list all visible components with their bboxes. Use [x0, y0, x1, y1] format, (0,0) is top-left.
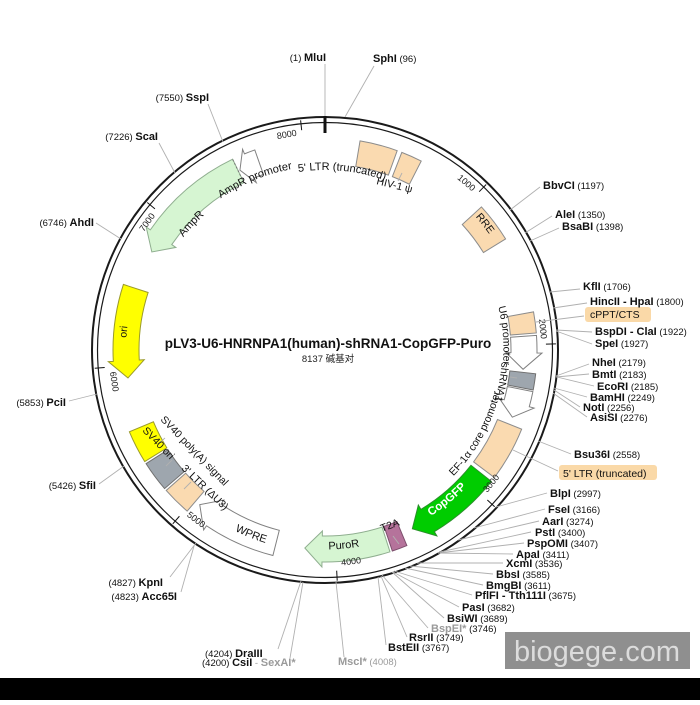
feature-label-ori: ori	[117, 325, 130, 338]
site-line-BamHI	[554, 388, 587, 397]
site-label-KpnI: (4827) KpnI	[108, 577, 163, 589]
site-label-SspI: (7550) SspI	[156, 92, 209, 104]
site-line-Acc65I	[181, 546, 194, 592]
site-line-PspOMI	[438, 543, 524, 553]
site-line-Bsu36I	[538, 441, 571, 454]
feature-cppt	[508, 312, 536, 335]
site-label-SphI: SphI (96)	[373, 53, 416, 65]
site-line-MscI	[336, 582, 344, 657]
site-line-HincII	[553, 303, 587, 308]
site-line-AleI	[525, 216, 552, 233]
site-line-EcoRI	[557, 377, 594, 386]
tick-8000	[301, 120, 302, 130]
site-label-PciI: (5853) PciI	[16, 397, 66, 409]
plasmid-size-label: 8137 碱基对	[302, 353, 355, 365]
site-label-FseI: FseI (3166)	[548, 504, 600, 516]
site-label-BmtI: BmtI (2183)	[592, 369, 647, 381]
plasmid-title: pLV3-U6-HNRNPA1(human)-shRNA1-CopGFP-Pur…	[165, 336, 492, 351]
site-label-BsaBI: BsaBI (1398)	[562, 221, 623, 233]
site-label-Acc65I: (4823) Acc65I	[111, 591, 177, 603]
site-label-Bsu36I: Bsu36I (2558)	[574, 449, 640, 461]
site-label-CsiI: (4200) CsiI - SexAI*	[202, 657, 296, 669]
site-label-MscI: MscI* (4008)	[338, 656, 397, 668]
site-label-BlpI: BlpI (2997)	[550, 488, 601, 500]
site-label-BspDI: BspDI - ClaI (1922)	[595, 326, 687, 338]
site-line-NotI	[554, 390, 580, 407]
site-line-SspI	[208, 104, 223, 142]
site-line-ScaI	[159, 143, 175, 173]
watermark-text: biogege.com	[514, 636, 680, 668]
site-label-ScaI: (7226) ScaI	[105, 131, 158, 143]
site-label-BbvCI: BbvCI (1197)	[543, 180, 604, 192]
tick-label-1000: 1000	[456, 173, 478, 194]
site-line-ApaI	[438, 553, 513, 554]
site-line-KpnI	[170, 543, 196, 577]
site-label-AarI: AarI (3274)	[542, 516, 594, 528]
site-label-KflI: KflI (1706)	[583, 281, 631, 293]
site-line-SfiI	[99, 466, 124, 484]
site-line-BstEII	[378, 577, 386, 645]
site-label-NheI: NheI (2179)	[592, 357, 646, 369]
site-label-MluI: (1) MluI	[290, 52, 326, 64]
feature-label-ltr5b: 5' LTR (truncated)	[563, 468, 647, 480]
site-label-PspOMI: PspOMI (3407)	[527, 538, 598, 550]
site-line-AhdI	[96, 223, 121, 239]
site-line-PflFI	[394, 571, 472, 595]
site-line-PciI	[69, 394, 97, 401]
site-label-BmgBI: BmgBI (3611)	[486, 580, 551, 592]
site-line-SpeI	[556, 331, 592, 344]
site-line-KflI	[550, 289, 580, 292]
tick-6000	[95, 368, 105, 369]
site-label-PasI: PasI (3682)	[462, 602, 515, 614]
site-line-BspDI	[556, 330, 592, 332]
bottom-black-bar	[0, 678, 700, 700]
site-line-BmgBI	[405, 568, 483, 585]
site-line-BsaBI	[530, 228, 559, 241]
site-label-AleI: AleI (1350)	[555, 209, 605, 221]
site-label-HincII: HincII - HpaI (1800)	[590, 296, 684, 308]
site-label-SfiI: (5426) SfiI	[49, 480, 96, 492]
site-line-BbsI	[410, 566, 493, 574]
site-label-SpeI: SpeI (1927)	[595, 338, 648, 350]
site-line-AsiSI	[553, 393, 587, 417]
feature-label-cppt: cPPT/CTS	[590, 309, 640, 321]
tick-label-8000: 8000	[276, 128, 297, 141]
feature-ampr	[146, 159, 244, 252]
site-label-BbsI: BbsI (3585)	[496, 569, 550, 581]
site-label-EcoRI: EcoRI (2185)	[597, 381, 658, 393]
site-label-BamHI: BamHI (2249)	[590, 392, 655, 404]
site-line-SphI	[345, 66, 374, 117]
tick-label-4000: 4000	[341, 555, 362, 567]
site-line-RsrII	[381, 576, 407, 637]
site-label-ApaI: ApaI (3411)	[516, 549, 569, 561]
tick-4000	[337, 571, 338, 581]
tick-label-6000: 6000	[108, 371, 121, 392]
site-label-BsiWI: BsiWI (3689)	[447, 613, 508, 625]
site-label-AhdI: (6746) AhdI	[39, 217, 94, 229]
site-line-BbvCI	[510, 187, 540, 210]
site-label-PstI: PstI (3400)	[535, 527, 585, 539]
feature-label-u6: U6 promoter	[495, 305, 512, 366]
